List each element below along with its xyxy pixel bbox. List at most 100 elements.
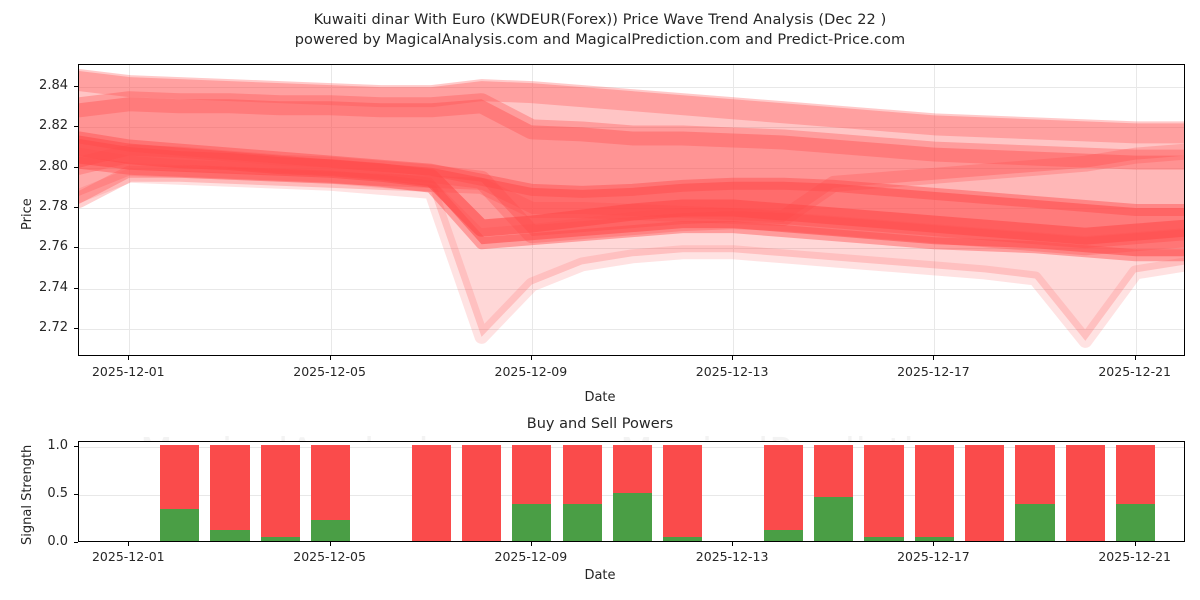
power-bar-sell-segment (411, 444, 451, 541)
power-y-tick-mark (74, 542, 78, 543)
page-title-line-1: Kuwaiti dinar With Euro (KWDEUR(Forex)) … (313, 12, 887, 28)
power-bar[interactable] (512, 444, 552, 541)
page-title: Kuwaiti dinar With Euro (KWDEUR(Forex)) … (0, 10, 1200, 50)
power-bar[interactable] (612, 444, 653, 541)
power-x-tick-label: 2025-12-17 (897, 549, 970, 564)
power-x-tick-label: 2025-12-01 (91, 549, 165, 564)
price-x-tick-label: 2025-12-01 (91, 364, 165, 379)
power-bar[interactable] (814, 444, 854, 541)
power-bar[interactable] (864, 444, 904, 541)
price-chart-plot-area (78, 64, 1185, 356)
power-bar-buy-segment (612, 492, 653, 541)
price-x-tick-mark (732, 356, 734, 360)
price-y-tick-label: 2.76 (39, 239, 68, 255)
wave-stroke-outer-lower (79, 143, 1184, 227)
power-bar[interactable] (1065, 444, 1105, 541)
power-bar[interactable] (1015, 444, 1055, 541)
power-bar[interactable] (914, 444, 955, 541)
gridline-vertical (129, 65, 131, 355)
gridline-horizontal (79, 248, 1184, 250)
power-bar-buy-segment (310, 519, 351, 541)
price-y-tick-label: 2.82 (39, 118, 68, 134)
price-x-tick-label: 2025-12-05 (293, 364, 366, 379)
price-y-tick-label: 2.78 (39, 198, 68, 214)
power-y-tick-label: 0.5 (47, 485, 68, 501)
price-x-tick-mark (530, 356, 532, 360)
power-x-tick-mark (128, 542, 130, 546)
power-chart-title: Buy and Sell Powers (526, 416, 674, 432)
power-bar-sell-segment (210, 444, 250, 541)
wave-stroke-core-lower (79, 156, 1184, 262)
power-x-tick-mark (732, 542, 734, 546)
power-x-tick-mark (1134, 542, 1136, 546)
price-chart-x-axis-label: Date (584, 390, 616, 405)
gridline-horizontal (79, 87, 1184, 89)
power-bar[interactable] (965, 444, 1005, 541)
gridline-horizontal (79, 127, 1184, 129)
power-bar[interactable] (160, 444, 200, 541)
band-spike (79, 147, 1184, 341)
power-bar[interactable] (260, 444, 300, 541)
power-bar-buy-segment (1116, 504, 1156, 541)
power-x-tick-mark (933, 542, 935, 546)
power-bar[interactable] (763, 444, 804, 541)
power-bar-sell-segment (663, 444, 703, 541)
price-y-tick-mark (74, 86, 78, 88)
power-y-tick-mark (74, 445, 78, 447)
price-x-tick-label: 2025-12-17 (897, 364, 970, 379)
power-bar-sell-segment (461, 444, 502, 541)
price-x-tick-label: 2025-12-21 (1098, 364, 1171, 379)
power-bar-buy-segment (814, 496, 854, 541)
power-x-tick-label: 2025-12-09 (494, 549, 568, 564)
power-bar-sell-segment (864, 444, 904, 541)
price-y-tick-mark (74, 247, 78, 249)
power-bar-buy-segment (914, 537, 955, 541)
power-bar[interactable] (461, 444, 502, 541)
power-bar-buy-segment (160, 509, 200, 541)
power-chart-y-axis-label: Signal Strength (20, 444, 35, 545)
price-y-tick-label: 2.72 (39, 319, 68, 335)
power-bar[interactable] (210, 444, 250, 541)
power-bar-buy-segment (763, 530, 804, 541)
power-bar-sell-segment (965, 444, 1005, 541)
power-x-tick-label: 2025-12-21 (1098, 549, 1171, 564)
price-y-tick-label: 2.74 (39, 279, 68, 295)
gridline-vertical (330, 65, 332, 355)
power-bar-sell-segment (914, 444, 955, 541)
price-x-tick-mark (128, 356, 130, 360)
power-y-tick-label: 0.0 (47, 534, 68, 549)
price-y-tick-mark (74, 206, 78, 208)
power-bar[interactable] (663, 444, 703, 541)
power-bar-buy-segment (512, 503, 552, 541)
power-bar-buy-segment (1015, 504, 1055, 541)
power-y-tick-label: 1.0 (47, 437, 68, 453)
wave-stroke-spike (79, 168, 1184, 348)
power-bar-sell-segment (260, 444, 300, 541)
wave-stroke-core-upper (79, 131, 1184, 216)
power-chart-plot-area (78, 441, 1185, 542)
price-x-tick-label: 2025-12-09 (494, 364, 568, 379)
price-y-tick-label: 2.84 (39, 78, 68, 94)
power-x-tick-mark (329, 542, 331, 546)
wave-stroke-core (79, 139, 1184, 245)
power-bar-buy-segment (562, 503, 602, 541)
price-x-tick-mark (933, 356, 935, 360)
price-y-tick-mark (74, 287, 78, 289)
wave-stroke-outer-upper (79, 69, 1184, 144)
price-y-tick-mark (74, 327, 78, 329)
price-x-tick-label: 2025-12-13 (695, 364, 769, 379)
power-bar[interactable] (411, 444, 451, 541)
power-bar[interactable] (310, 444, 351, 541)
price-y-tick-mark (74, 166, 78, 168)
power-bar[interactable] (1116, 444, 1156, 541)
gridline-horizontal (79, 328, 1184, 330)
power-x-tick-label: 2025-12-05 (293, 549, 366, 564)
price-y-tick-mark (74, 126, 78, 128)
power-bar[interactable] (562, 444, 602, 541)
gridline-horizontal (79, 288, 1184, 290)
gridline-horizontal (79, 167, 1184, 169)
power-x-tick-label: 2025-12-13 (695, 549, 769, 564)
price-chart-y-axis-label: Price (20, 198, 35, 230)
power-bar-buy-segment (864, 537, 904, 541)
